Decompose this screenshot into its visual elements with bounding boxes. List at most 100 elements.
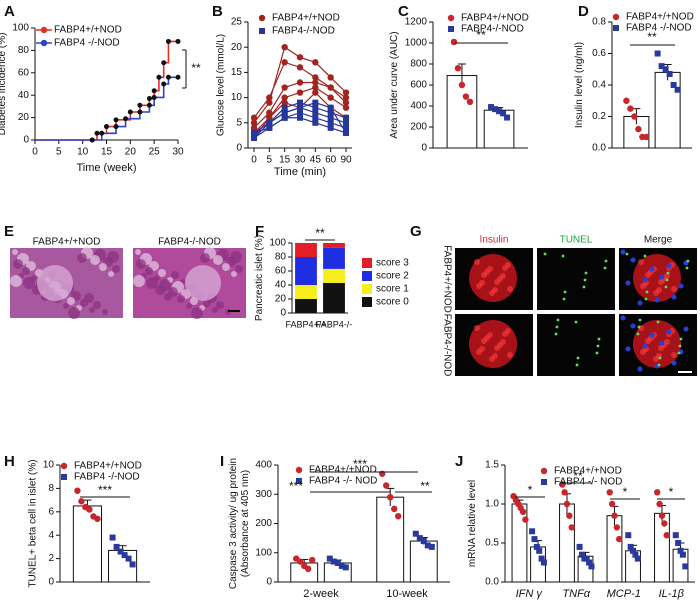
tunel-signal xyxy=(637,325,641,329)
data-point xyxy=(661,520,668,527)
data-point xyxy=(540,559,547,566)
data-point xyxy=(342,94,350,101)
cell-stain xyxy=(653,290,659,296)
legend-marker xyxy=(259,28,265,34)
data-point xyxy=(342,89,350,96)
y-axis-label: mRNA relative level xyxy=(467,480,478,567)
tissue-texture xyxy=(112,265,120,273)
data-point xyxy=(606,489,613,496)
legend-swatch xyxy=(362,284,372,294)
y-axis-label: TUNEL+ beta cell in islet (%) xyxy=(27,459,38,587)
panel-letter: A xyxy=(4,3,15,20)
data-point xyxy=(99,130,105,136)
data-point xyxy=(343,119,349,126)
data-point xyxy=(104,124,109,130)
cell-stain xyxy=(489,356,495,362)
tunel-signal xyxy=(554,332,558,336)
data-point xyxy=(297,99,303,106)
nucleus xyxy=(654,297,660,303)
data-point xyxy=(492,106,499,113)
fluorescence-image xyxy=(537,248,615,310)
tissue-texture xyxy=(102,309,108,315)
data-point xyxy=(113,124,119,130)
cell-stain xyxy=(658,345,664,351)
y-tick-label: 0 xyxy=(266,577,272,588)
data-point xyxy=(631,113,638,120)
data-point xyxy=(342,104,350,111)
data-point xyxy=(89,137,95,143)
tunel-signal xyxy=(643,254,647,258)
tissue-texture xyxy=(99,263,107,271)
cell-stain xyxy=(645,272,651,278)
tunel-signal xyxy=(656,320,660,324)
data-point xyxy=(121,552,128,559)
significance-label: ** xyxy=(315,226,325,240)
y-tick-label: 10 xyxy=(43,460,55,471)
data-point xyxy=(281,59,288,66)
data-point xyxy=(334,559,341,566)
nucleus xyxy=(671,360,677,366)
legend-label: FABP4 -/- NOD xyxy=(309,476,377,487)
data-point xyxy=(630,547,637,554)
x-tick-label: MCP-1 xyxy=(607,588,641,600)
data-point xyxy=(383,482,390,489)
nucleus xyxy=(666,329,672,335)
legend-swatch xyxy=(362,271,372,281)
data-point xyxy=(391,505,398,513)
data-point xyxy=(658,512,666,519)
tissue-texture xyxy=(203,299,211,307)
tunel-signal xyxy=(574,320,578,324)
y-tick-label: 10 xyxy=(231,92,243,103)
legend-marker xyxy=(40,39,48,47)
legend-label: FABP4 -/- NOD xyxy=(554,477,622,488)
tissue-texture xyxy=(13,259,23,269)
data-point xyxy=(675,540,682,546)
tissue-texture xyxy=(171,271,179,279)
data-point xyxy=(297,104,303,111)
tissue-texture xyxy=(90,255,100,265)
legend-marker xyxy=(612,13,620,21)
y-tick-label: 0 xyxy=(280,308,286,319)
data-point xyxy=(632,551,639,558)
tunel-signal xyxy=(645,290,649,294)
legend-marker xyxy=(61,474,67,480)
tunel-signal xyxy=(583,278,587,282)
data-point xyxy=(672,532,679,539)
tissue-texture xyxy=(235,265,243,273)
y-tick-label: 25 xyxy=(231,17,243,28)
cell-stain xyxy=(489,290,495,296)
panel-letter: H xyxy=(4,453,15,470)
data-point xyxy=(296,79,304,86)
legend-marker xyxy=(60,462,68,470)
y-tick-label: 1.5 xyxy=(485,460,499,471)
tunel-signal xyxy=(657,363,661,367)
tunel-signal xyxy=(664,285,668,289)
data-point xyxy=(343,114,349,121)
y-tick-label: 40 xyxy=(18,90,30,101)
x-tick-label: 5 xyxy=(56,147,62,158)
data-point xyxy=(327,119,334,126)
tissue-texture xyxy=(200,253,210,263)
legend-marker xyxy=(448,26,454,32)
data-point xyxy=(281,44,288,51)
data-point xyxy=(416,535,423,542)
tissue-texture xyxy=(136,259,146,269)
cell-stain xyxy=(494,279,500,285)
legend-label: FABP4+/+NOD xyxy=(74,461,142,472)
x-tick-label: 30 xyxy=(294,155,306,166)
x-tick-label: FABP4-/- xyxy=(316,319,353,329)
data-point xyxy=(342,564,349,571)
significance-label: ** xyxy=(420,479,430,493)
data-point xyxy=(504,114,511,121)
y-tick-label: 800 xyxy=(410,59,427,70)
tunel-signal xyxy=(555,325,559,329)
data-point xyxy=(327,109,334,116)
legend-swatch xyxy=(362,258,372,268)
data-point xyxy=(623,97,630,104)
data-point xyxy=(129,561,136,568)
data-point xyxy=(561,489,568,496)
bar-segment xyxy=(323,282,345,313)
cell-stain xyxy=(640,283,646,289)
data-point xyxy=(281,84,288,91)
y-tick-label: 80 xyxy=(275,252,287,263)
